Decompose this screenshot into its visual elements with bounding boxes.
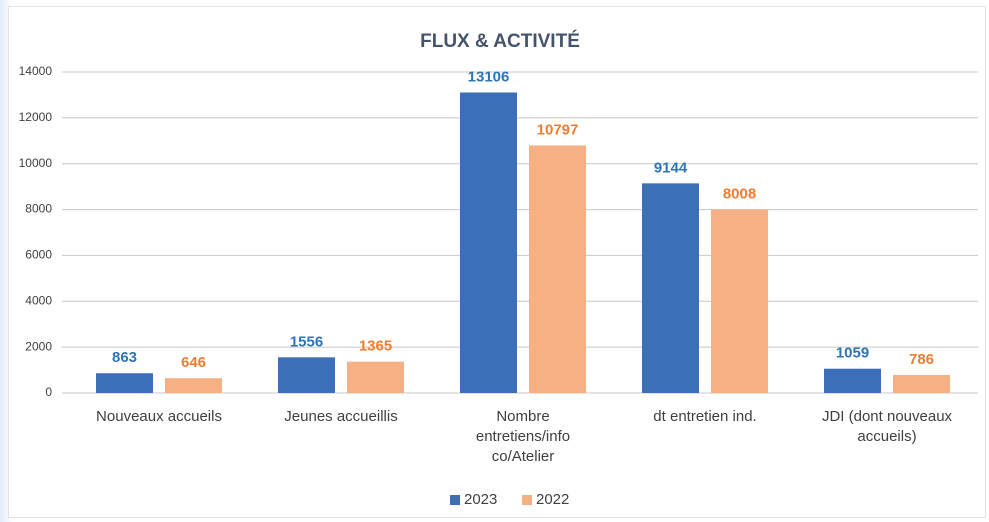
data-label: 863 — [112, 349, 137, 366]
x-tick-label: Nombre entretiens/info co/Atelier — [475, 408, 571, 465]
legend-label: 2023 — [464, 491, 497, 508]
y-tick-label: 8000 — [25, 202, 52, 216]
data-label: 9144 — [654, 159, 688, 176]
bar — [642, 183, 699, 393]
y-tick-label: 14000 — [19, 64, 53, 78]
bar — [347, 361, 404, 393]
legend-swatch — [450, 495, 460, 505]
bar — [278, 357, 335, 393]
y-tick-label: 10000 — [19, 156, 53, 170]
bar — [893, 374, 950, 393]
bar — [96, 373, 153, 393]
data-label: 646 — [181, 354, 206, 371]
x-tick-label: Nouveaux accueils — [96, 408, 222, 425]
data-label: 13106 — [468, 68, 510, 85]
data-label: 10797 — [537, 121, 579, 138]
data-label: 8008 — [723, 185, 756, 202]
bar — [824, 368, 881, 393]
data-label: 1059 — [836, 345, 869, 362]
bar — [165, 378, 222, 393]
data-label: 1556 — [290, 333, 323, 350]
chart-title: FLUX & ACTIVITÉ — [420, 30, 580, 52]
bar — [711, 209, 768, 393]
y-tick-label: 4000 — [25, 293, 52, 307]
y-tick-label: 2000 — [25, 339, 52, 353]
y-tick-label: 12000 — [19, 110, 53, 124]
data-label: 786 — [909, 351, 934, 368]
legend-swatch — [522, 495, 532, 505]
bar — [529, 145, 586, 393]
bar — [460, 92, 517, 394]
x-tick-label: dt entretien ind. — [653, 408, 757, 425]
y-tick-label: 6000 — [25, 248, 52, 262]
y-tick-label: 0 — [45, 385, 52, 399]
legend-label: 2022 — [536, 491, 569, 508]
data-label: 1365 — [359, 338, 392, 355]
x-tick-label: JDI (dont nouveaux accueils) — [821, 408, 953, 445]
x-tick-label: Jeunes accueillis — [284, 408, 398, 425]
